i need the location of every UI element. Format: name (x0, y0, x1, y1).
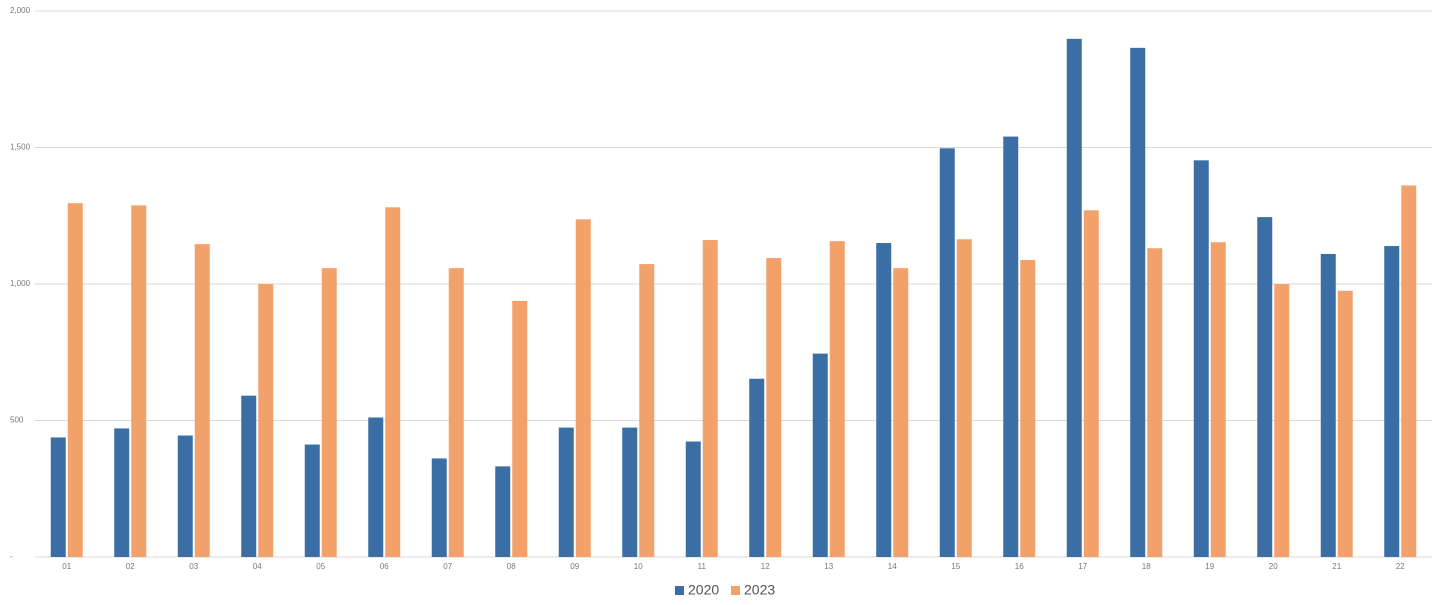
bar (829, 241, 845, 557)
bar (575, 219, 591, 557)
bar (385, 207, 401, 558)
bar (812, 353, 828, 557)
x-tick-label: 15 (951, 562, 960, 571)
x-tick-label: 22 (1396, 562, 1405, 571)
bar (1147, 248, 1163, 557)
x-tick-label: 07 (443, 562, 452, 571)
x-tick-label: 18 (1142, 562, 1151, 571)
x-tick-label: 09 (570, 562, 579, 571)
x-tick-label: 03 (189, 562, 198, 571)
bar (1274, 284, 1290, 557)
y-tick-label: 1,500 (10, 143, 31, 152)
bar (304, 444, 320, 557)
bar (67, 203, 83, 557)
bar (177, 435, 193, 557)
bar (1337, 290, 1353, 557)
bar (512, 300, 528, 557)
bar (1257, 217, 1273, 558)
y-tick-label: - (10, 552, 13, 561)
bar (1210, 242, 1226, 557)
x-tick-label: 13 (824, 562, 833, 571)
bar (131, 205, 147, 557)
x-tick-label: 04 (253, 562, 262, 571)
bar (431, 458, 447, 557)
x-tick-label: 19 (1205, 562, 1214, 571)
bar (114, 428, 130, 557)
x-tick-label: 01 (62, 562, 71, 571)
x-tick-label: 21 (1332, 562, 1341, 571)
x-tick-label: 17 (1078, 562, 1087, 571)
x-tick-label: 08 (507, 562, 516, 571)
x-tick-label: 06 (380, 562, 389, 571)
bar (685, 441, 701, 557)
bar (893, 268, 909, 557)
bar (495, 466, 511, 557)
bar (448, 268, 464, 557)
bar (1066, 38, 1082, 557)
x-tick-label: 12 (761, 562, 770, 571)
bar (368, 417, 384, 557)
x-tick-label: 20 (1269, 562, 1278, 571)
bar (639, 264, 655, 557)
x-tick-label: 14 (888, 562, 897, 571)
bar (1320, 253, 1336, 557)
legend-label: 2023 (744, 582, 775, 598)
y-tick-label: 500 (10, 416, 24, 425)
legend-label: 2020 (688, 582, 719, 598)
y-tick-label: 2,000 (10, 6, 31, 15)
bar (258, 284, 274, 557)
bar (321, 268, 337, 557)
bar (956, 239, 972, 557)
bar (702, 240, 718, 557)
bar (876, 243, 892, 558)
bar (1401, 185, 1417, 557)
x-tick-label: 02 (126, 562, 135, 571)
x-tick-label: 10 (634, 562, 643, 571)
bar (1020, 259, 1036, 557)
bar (749, 378, 765, 557)
bar (1384, 246, 1400, 558)
bar (766, 258, 782, 557)
bar (50, 437, 66, 557)
x-tick-label: 05 (316, 562, 325, 571)
x-tick-label: 16 (1015, 562, 1024, 571)
bar (939, 148, 955, 557)
legend-swatch (731, 586, 740, 595)
y-tick-label: 1,000 (10, 279, 31, 288)
bar (1083, 210, 1099, 558)
bar (1130, 47, 1146, 557)
bar (558, 427, 574, 557)
bar (1193, 160, 1209, 557)
bar (241, 395, 257, 557)
bar (194, 244, 210, 557)
x-tick-label: 11 (698, 562, 707, 571)
bar (1003, 136, 1019, 557)
legend-swatch (675, 586, 684, 595)
bar (622, 427, 638, 557)
